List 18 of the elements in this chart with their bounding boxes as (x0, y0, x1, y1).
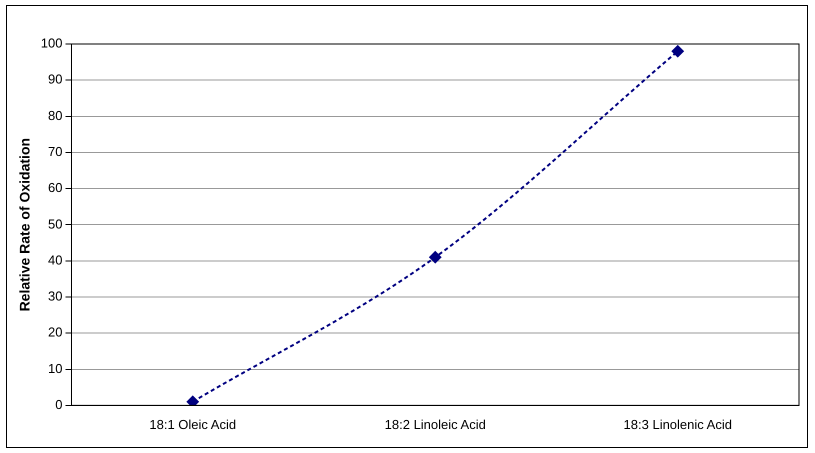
y-tick-label: 50 (48, 216, 62, 232)
x-tick-label: 18:3 Linolenic Acid (624, 416, 732, 432)
x-tick-label: 18:1 Oleic Acid (149, 416, 236, 432)
y-tick-label: 20 (48, 324, 62, 340)
y-axis-title: Relative Rate of Oxidation (16, 138, 32, 312)
x-tick-label: 18:2 Linoleic Acid (384, 416, 486, 432)
y-tick-label: 60 (48, 180, 62, 196)
y-tick-label: 90 (48, 72, 62, 87)
y-tick-label: 70 (48, 144, 62, 159)
point (186, 396, 199, 406)
y-tick-label: 10 (48, 360, 62, 376)
point (672, 45, 684, 58)
point (429, 251, 442, 264)
y-tick-label: 0 (55, 396, 62, 412)
y-tick-label: 40 (48, 252, 62, 268)
y-tick-label: 100 (40, 36, 62, 51)
y-tick-label: 80 (48, 108, 62, 123)
y-tick-label: 30 (48, 288, 62, 304)
